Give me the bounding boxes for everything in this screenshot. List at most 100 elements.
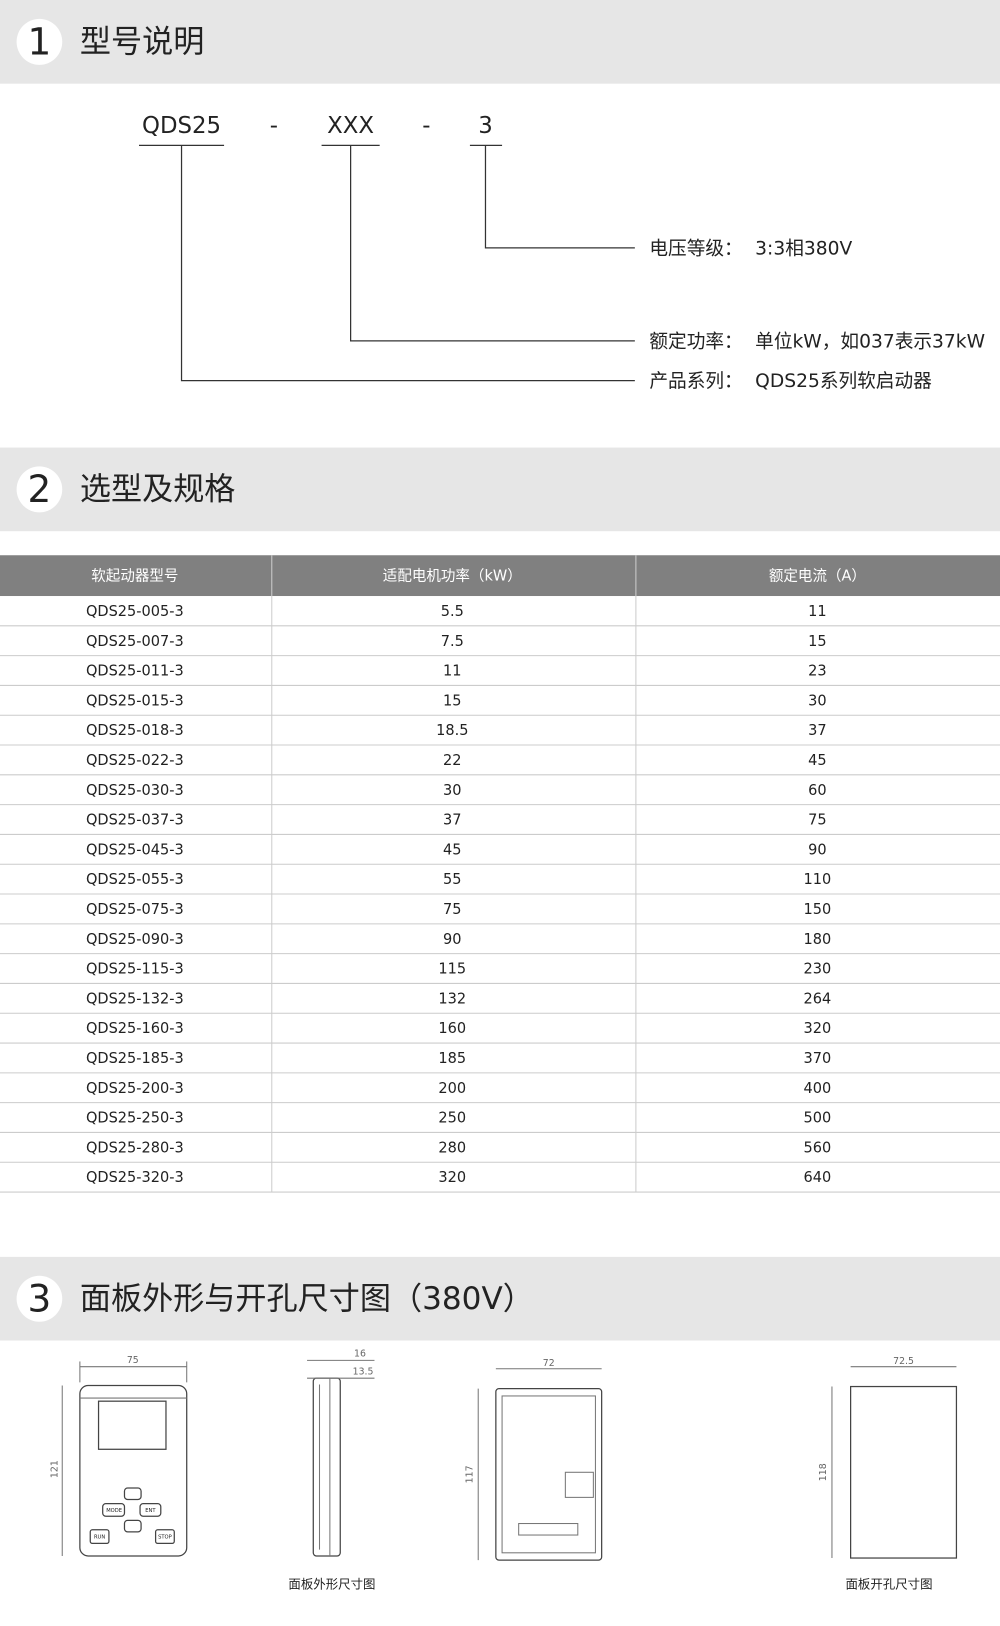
note-text: 单位kW，如037表示37kW — [755, 331, 985, 352]
table-cell: QDS25-280-3 — [86, 1139, 184, 1156]
section-title: 面板外形与开孔尺寸图（380V） — [80, 1281, 534, 1317]
table-cell: QDS25-090-3 — [86, 931, 184, 948]
table-cell: QDS25-185-3 — [86, 1050, 184, 1067]
table-cell: QDS25-030-3 — [86, 782, 184, 799]
model-part: QDS25 — [142, 113, 221, 139]
spec-table: 软起动器型号 适配电机功率（kW） 额定电流（A） QDS25-005-3 5.5 11 Q… — [0, 555, 1000, 1193]
table-cell: QDS25-115-3 — [86, 961, 184, 978]
panel-back: 72 117 — [464, 1358, 603, 1561]
section-number: 2 — [28, 467, 52, 511]
table-cell: 320 — [804, 1020, 832, 1037]
table-cell: 5.5 — [441, 603, 464, 620]
column-header: 适配电机功率（kW） — [383, 568, 522, 585]
table-cell: 280 — [438, 1139, 466, 1156]
table-cell: QDS25-007-3 — [86, 633, 184, 650]
table-cell: QDS25-018-3 — [86, 722, 184, 739]
table-cell: QDS25-037-3 — [86, 812, 184, 829]
table-cell: 400 — [804, 1080, 832, 1097]
table-cell: QDS25-022-3 — [86, 752, 184, 769]
section-number: 3 — [28, 1276, 52, 1320]
figures: 75 121 MODE ENT RUN STOP 16 13.5 72 117 … — [50, 1349, 958, 1592]
table-cell: 150 — [804, 901, 832, 918]
table-cell: 30 — [808, 692, 826, 709]
table-cell: 11 — [808, 603, 826, 620]
table-cell: 55 — [443, 871, 461, 888]
table-cell: 45 — [443, 841, 461, 858]
cutout: 72.5 118 — [818, 1356, 958, 1559]
table-cell: 37 — [443, 812, 461, 829]
column-header: 软起动器型号 — [91, 568, 178, 585]
section-title: 型号说明 — [80, 24, 204, 60]
header-bar — [0, 0, 1000, 84]
number-badge — [16, 18, 63, 65]
table-cell: 75 — [808, 812, 826, 829]
dimension: 16 — [354, 1349, 366, 1360]
table-cell: 45 — [808, 752, 826, 769]
dimension: 13.5 — [353, 1366, 374, 1377]
table-cell: 230 — [804, 961, 832, 978]
section-header: 2 选型及规格 — [0, 447, 1000, 532]
table-cell: 370 — [804, 1050, 832, 1067]
table-cell: QDS25-250-3 — [86, 1110, 184, 1127]
note-label: 电压等级： — [649, 238, 742, 259]
dimension: 75 — [127, 1355, 139, 1366]
column-header: 额定电流（A） — [769, 568, 866, 585]
table-cell: 60 — [808, 782, 826, 799]
table-cell: QDS25-200-3 — [86, 1080, 184, 1097]
button-label: RUN — [94, 1535, 105, 1541]
leader-lines — [139, 144, 635, 382]
dimension: 117 — [464, 1465, 475, 1483]
section-header: 3 面板外形与开孔尺寸图（380V） — [0, 1256, 1000, 1341]
table-cell: QDS25-015-3 — [86, 692, 184, 709]
model-part: 3 — [478, 113, 493, 139]
table-cell: QDS25-045-3 — [86, 841, 184, 858]
table-cell: 180 — [804, 931, 832, 948]
table-cell: 160 — [438, 1020, 466, 1037]
table-cell: 15 — [443, 692, 461, 709]
section-header: 1 型号说明 — [0, 0, 1000, 84]
panel-side: 16 13.5 — [307, 1349, 375, 1557]
table-cell: 15 — [808, 633, 826, 650]
model-part: XXX — [327, 113, 374, 139]
dimension: 118 — [818, 1463, 829, 1481]
table-cell: 11 — [443, 663, 461, 680]
table-cell: QDS25-005-3 — [86, 603, 184, 620]
table-cell: 560 — [804, 1139, 832, 1156]
table-cell: 7.5 — [441, 633, 464, 650]
table-cell: 23 — [808, 663, 826, 680]
note-text: 3:3相380V — [755, 238, 852, 259]
caption: 面板开孔尺寸图 — [845, 1577, 932, 1592]
model-part: - — [270, 113, 278, 139]
table-cell: QDS25-132-3 — [86, 990, 184, 1007]
table-cell: 200 — [438, 1080, 466, 1097]
note-label: 产品系列： — [649, 371, 742, 392]
dimension: 72 — [543, 1358, 555, 1369]
button-label: STOP — [158, 1535, 172, 1541]
panel-front: 75 121 MODE ENT RUN STOP — [50, 1355, 188, 1557]
note-text: QDS25系列软启动器 — [755, 371, 932, 392]
table-cell: 320 — [438, 1169, 466, 1186]
section-number: 1 — [28, 19, 52, 63]
table-cell: 75 — [443, 901, 461, 918]
table-cell: 90 — [443, 931, 461, 948]
header-bar — [0, 1256, 1000, 1341]
table-cell: QDS25-055-3 — [86, 871, 184, 888]
table-cell: 264 — [804, 990, 832, 1007]
note-label: 额定功率： — [649, 331, 742, 352]
table-header — [0, 555, 1000, 597]
table-cell: 18.5 — [436, 722, 468, 739]
number-badge — [16, 1275, 63, 1322]
table-cell: 250 — [438, 1110, 466, 1127]
section-title: 选型及规格 — [80, 471, 236, 507]
button-label: ENT — [145, 1508, 156, 1514]
model-diagram: QDS25 - XXX - 3 电压等级： 3:3相380V 额定功率： 单位k… — [139, 113, 985, 392]
table-cell: 22 — [443, 752, 461, 769]
table-cell: 37 — [808, 722, 826, 739]
table-cell: 110 — [804, 871, 832, 888]
table-cell: 500 — [804, 1110, 832, 1127]
button-label: MODE — [106, 1508, 122, 1514]
table-cell: 640 — [804, 1169, 832, 1186]
table-cell: 185 — [438, 1050, 466, 1067]
